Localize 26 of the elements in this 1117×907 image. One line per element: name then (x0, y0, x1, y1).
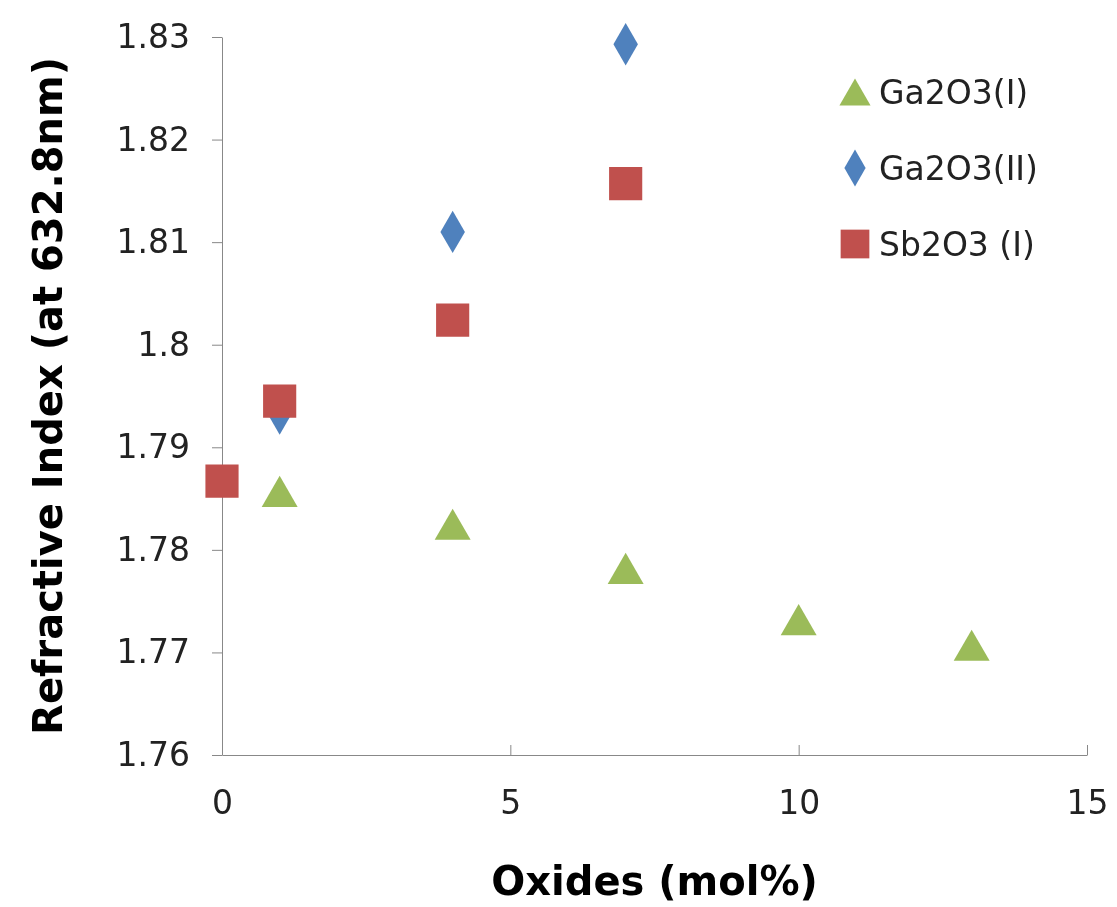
point (261, 475, 298, 507)
y-tick-label: 1.8 (137, 324, 190, 364)
point (205, 464, 239, 498)
point (263, 384, 297, 418)
point (780, 604, 817, 636)
legend-label: Ga2O3(I) (879, 73, 1029, 112)
x-tick-label: 0 (212, 783, 233, 823)
point (953, 629, 990, 661)
x-axis-title: Oxides (mol%) (491, 858, 818, 904)
legend-label: Ga2O3(II) (879, 149, 1038, 188)
y-tick-label: 1.83 (116, 17, 190, 57)
point (607, 552, 644, 584)
point (434, 508, 471, 540)
legend-label: Sb2O3 (I) (879, 225, 1035, 264)
y-axis-title: Refractive Index (at 632.8nm) (25, 57, 71, 735)
y-tick-label: 1.81 (116, 222, 190, 262)
x-tick-label: 15 (1066, 783, 1109, 823)
x-tick-label: 5 (500, 783, 522, 823)
y-tick-label: 1.79 (116, 427, 190, 467)
point (609, 167, 643, 201)
y-tick-label: 1.76 (116, 735, 190, 775)
y-tick-label: 1.82 (116, 119, 190, 159)
point (436, 303, 470, 337)
y-tick-label: 1.78 (116, 529, 190, 569)
y-tick-label: 1.77 (116, 632, 190, 672)
x-tick-label: 10 (778, 783, 821, 823)
